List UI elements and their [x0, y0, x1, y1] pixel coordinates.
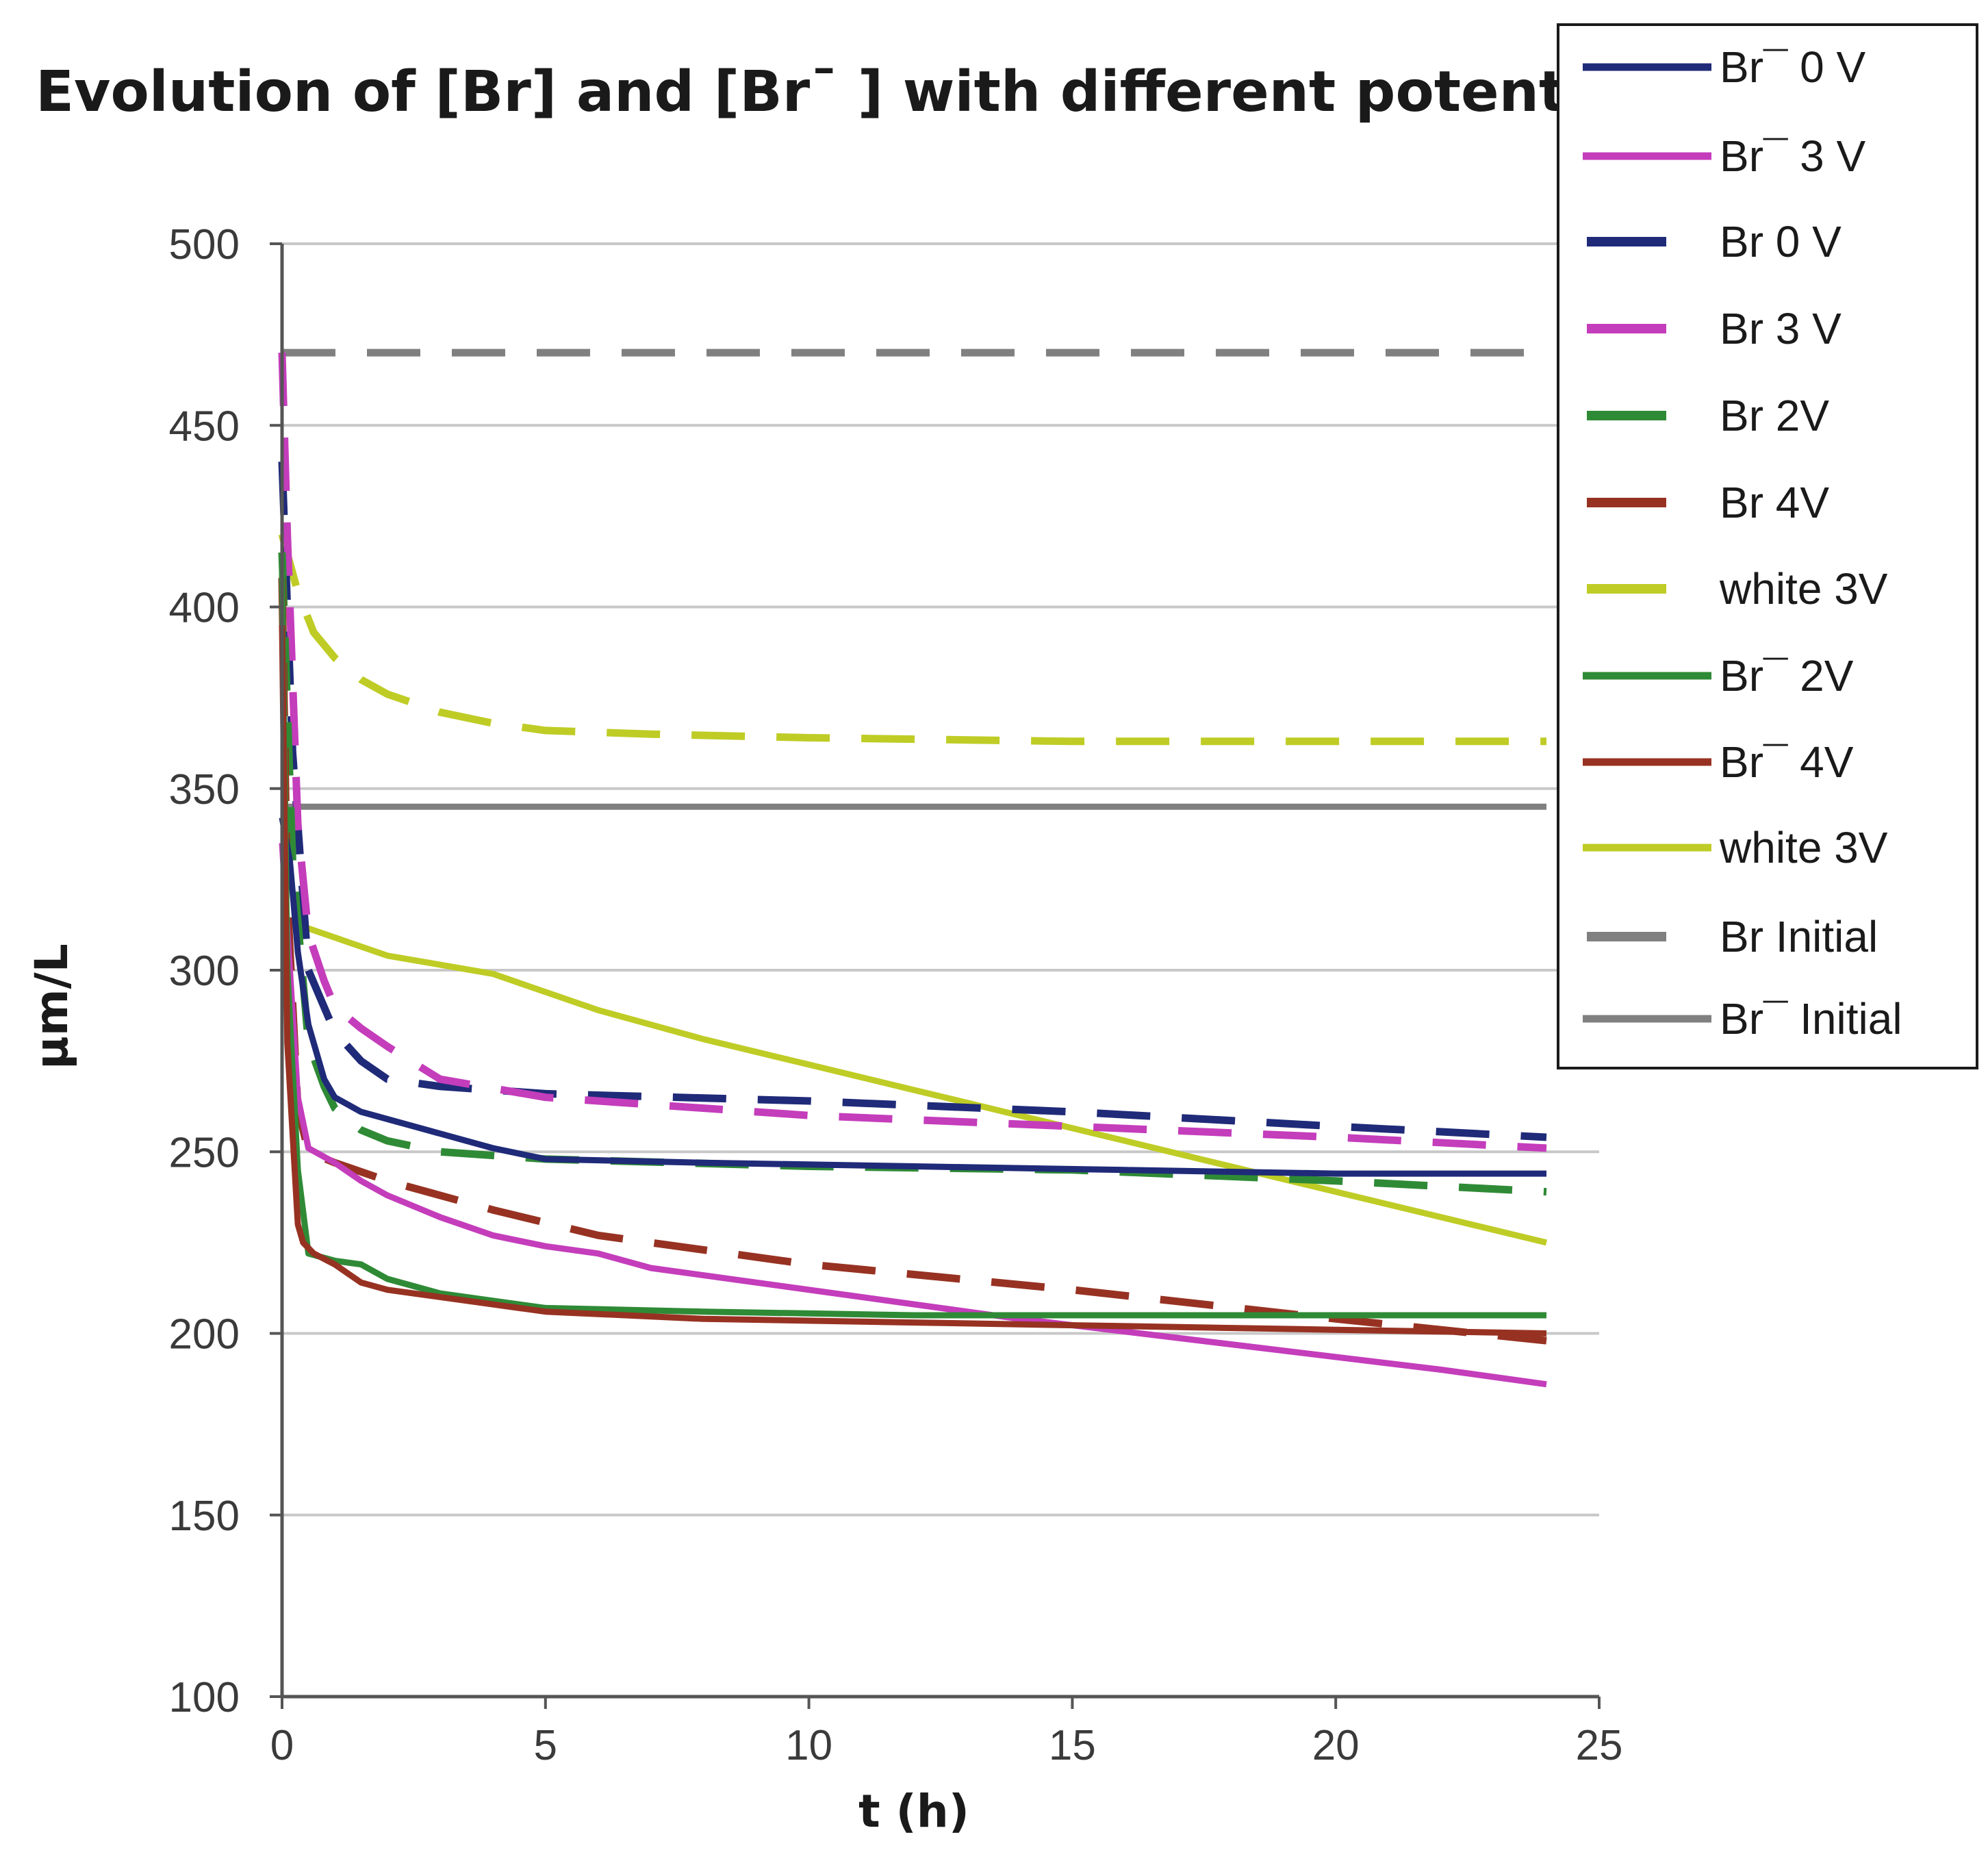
x-tick-label: 15	[1049, 1722, 1096, 1769]
y-tick-label: 500	[169, 221, 240, 268]
y-tick-label: 450	[169, 403, 240, 450]
axes: 100 150 200 250 300 350 400 450 500 0 5 10 15 20 25	[169, 221, 1623, 1769]
legend-label: Br¯ 3 V	[1720, 131, 1866, 181]
x-axis-label: t (h)	[858, 1785, 969, 1838]
plot-series	[278, 348, 1548, 1388]
y-tick-label: 250	[169, 1129, 240, 1176]
chart-title: Evolution of [Br] and [Br¯ ] with differ…	[36, 60, 1642, 125]
y-tick-label: 100	[169, 1674, 240, 1721]
legend-label: Br Initial	[1720, 912, 1878, 961]
x-tick-label: 0	[270, 1722, 294, 1769]
series-line-9	[281, 916, 1548, 1246]
x-tick-label: 25	[1576, 1722, 1623, 1769]
series-line-8	[279, 624, 1547, 1336]
legend-label: white 3V	[1719, 564, 1888, 613]
legend-label: Br 0 V	[1720, 217, 1842, 266]
series-line-7	[279, 570, 1546, 1319]
series-line-5	[278, 578, 1547, 1345]
y-tick-label: 200	[169, 1311, 240, 1358]
y-tick-label: 400	[169, 585, 240, 632]
series-line-6	[278, 533, 1546, 746]
series-line-0	[279, 817, 1546, 1177]
legend-label: Br¯ 2V	[1720, 651, 1854, 700]
legend-label: white 3V	[1719, 823, 1888, 872]
y-tick-label: 150	[169, 1493, 240, 1540]
series-line-3	[278, 352, 1547, 1152]
legend-label: Br 4V	[1720, 478, 1829, 527]
y-axis-label: µm/L	[25, 943, 78, 1069]
legend: Br¯ 0 V Br¯ 3 V Br 0 V Br 3 V Br 2V Br 4V whit…	[1557, 23, 1978, 1069]
legend-label: Br 2V	[1720, 391, 1829, 440]
x-tick-label: 5	[534, 1722, 557, 1769]
legend-box	[1557, 23, 1978, 1069]
x-tick-label: 20	[1312, 1722, 1360, 1769]
legend-label: Br¯ 0 V	[1720, 42, 1866, 92]
legend-label: Br¯ Initial	[1720, 994, 1902, 1043]
legend-label: Br 3 V	[1720, 304, 1842, 353]
y-tick-label: 350	[169, 766, 240, 813]
x-tick-label: 10	[785, 1722, 832, 1769]
y-tick-label: 300	[169, 948, 240, 995]
legend-label: Br¯ 4V	[1720, 737, 1854, 787]
series-line-2	[278, 461, 1547, 1141]
